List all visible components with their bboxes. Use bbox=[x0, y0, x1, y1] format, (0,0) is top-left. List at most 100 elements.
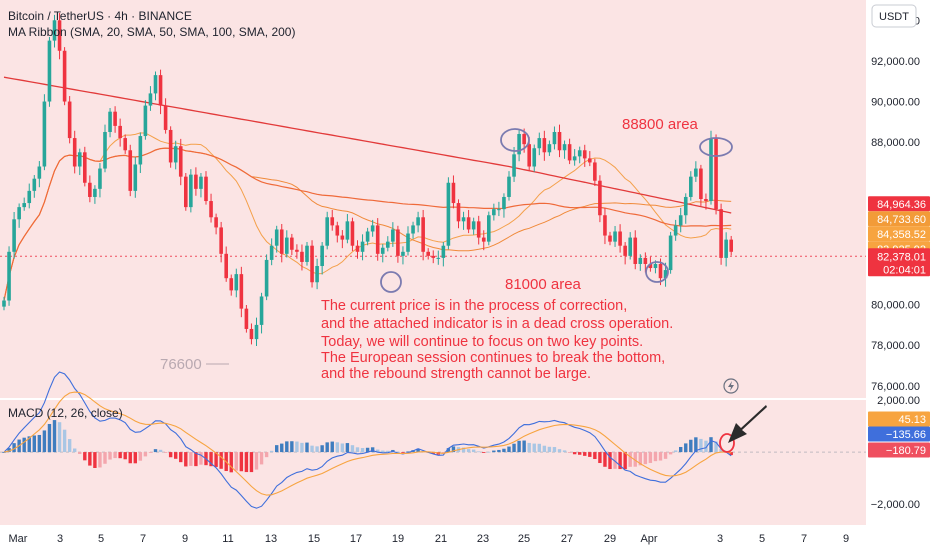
macd-histogram-bar bbox=[103, 452, 107, 464]
macd-histogram-bar bbox=[194, 452, 198, 467]
macd-histogram-bar bbox=[663, 452, 668, 459]
macd-histogram-bar bbox=[623, 452, 627, 470]
candle-body bbox=[466, 217, 471, 230]
candle-body bbox=[184, 176, 188, 208]
macd-histogram-bar bbox=[315, 446, 319, 453]
macd-histogram-bar bbox=[168, 452, 173, 458]
macd-histogram-bar bbox=[93, 452, 97, 468]
price-badges: 84,964.3684,733.6084,358.5283,925.9282,3… bbox=[868, 196, 930, 458]
macd-histogram-bar bbox=[638, 452, 642, 466]
commentary-line-3: Today, we will continue to focus on two … bbox=[321, 334, 643, 350]
candle-body bbox=[72, 138, 77, 167]
candle-body bbox=[643, 257, 648, 264]
candle-body bbox=[431, 255, 436, 258]
candle-body bbox=[103, 131, 107, 169]
candle-body bbox=[138, 136, 143, 165]
macd-histogram-bar bbox=[714, 441, 718, 453]
macd-tick-label: −2,000.00 bbox=[871, 499, 920, 511]
candle-body bbox=[133, 164, 138, 191]
candle-body bbox=[663, 270, 668, 279]
macd-histogram-bar bbox=[613, 452, 617, 469]
candle-body bbox=[527, 144, 531, 167]
macd-histogram-bar bbox=[608, 452, 612, 470]
date-tick-label: 3 bbox=[717, 533, 723, 545]
candle-body bbox=[638, 257, 643, 264]
candle-body bbox=[360, 241, 365, 252]
candle-body bbox=[365, 231, 370, 242]
macd-badge: 45.13 bbox=[868, 411, 930, 427]
currency-button[interactable] bbox=[871, 4, 917, 28]
candle-body bbox=[673, 225, 678, 236]
price-badge-bg bbox=[868, 211, 930, 227]
candle-body bbox=[158, 75, 163, 106]
candle-body bbox=[552, 131, 557, 145]
candle-body bbox=[199, 176, 203, 189]
macd-pane bbox=[2, 371, 733, 509]
candle-body bbox=[350, 221, 355, 246]
macd-histogram-bar bbox=[466, 449, 471, 453]
macd-histogram-bar bbox=[199, 452, 203, 465]
macd-histogram-bar bbox=[416, 448, 420, 453]
annotation-88800-area: 88800 area bbox=[622, 116, 699, 133]
candle-body bbox=[214, 217, 218, 228]
macd-histogram-bar bbox=[2, 452, 6, 453]
candle-body bbox=[562, 144, 567, 151]
candle-body bbox=[143, 105, 148, 137]
marker-low-right bbox=[645, 261, 669, 283]
sma-200-line bbox=[3, 76, 732, 214]
date-axis-labels: Mar 3 5 7 9 11 13 15 17 19 21 23 25 27 29 Apr 3 5 7 9 bbox=[9, 533, 850, 545]
macd-histogram-bar bbox=[557, 449, 562, 453]
candle-body bbox=[618, 231, 622, 246]
annotation-76600-low: 76600 bbox=[160, 356, 202, 373]
candle-body bbox=[577, 150, 582, 157]
candle-body bbox=[57, 20, 62, 51]
price-badge-text: 84,733.60 bbox=[877, 214, 926, 226]
macd-histogram-bar bbox=[345, 443, 350, 453]
macd-histogram-bar bbox=[699, 438, 703, 453]
marker-high-right bbox=[699, 137, 733, 157]
time-axis-background[interactable] bbox=[0, 525, 866, 550]
date-tick-label: 5 bbox=[98, 533, 104, 545]
date-tick-label: 25 bbox=[518, 533, 530, 545]
macd-histogram-bar bbox=[143, 452, 148, 457]
date-tick-label: Apr bbox=[640, 533, 657, 545]
macd-legend[interactable]: MACD (12, 26, close) bbox=[8, 406, 123, 420]
macd-histogram-bar bbox=[214, 452, 218, 467]
price-tick-label: 80,000.00 bbox=[871, 300, 920, 312]
candle-body bbox=[492, 209, 496, 216]
macd-histogram-bar bbox=[88, 452, 92, 466]
commentary-line-1: The current price is in the process of c… bbox=[321, 298, 627, 314]
price-badge-bg bbox=[868, 226, 930, 242]
price-tick-label: 92,000.00 bbox=[871, 56, 920, 68]
candle-body bbox=[325, 217, 329, 246]
macd-histogram-bar bbox=[562, 450, 567, 453]
candle-body bbox=[340, 235, 345, 240]
candle-body bbox=[532, 148, 537, 167]
annotation-81000-area: 81000 area bbox=[505, 276, 582, 293]
macd-histogram-bar bbox=[618, 452, 622, 470]
candle-body bbox=[446, 182, 451, 246]
candle-body bbox=[269, 245, 274, 260]
candle-body bbox=[628, 237, 632, 256]
macd-histogram-bar bbox=[593, 452, 597, 460]
candle-body bbox=[441, 245, 446, 258]
macd-histogram-bar bbox=[653, 452, 658, 462]
candle-body bbox=[224, 253, 228, 279]
candle-body bbox=[355, 245, 360, 252]
candle-body bbox=[279, 229, 284, 254]
candle-body bbox=[17, 207, 21, 220]
macd-histogram-bar bbox=[578, 452, 582, 455]
candle-body bbox=[436, 257, 441, 259]
pane-divider[interactable] bbox=[0, 398, 866, 400]
ma-ribbon-legend[interactable]: MA Ribbon (SMA, 20, SMA, 50, SMA, 100, S… bbox=[8, 25, 295, 39]
candle-body bbox=[259, 296, 264, 325]
pointer-arrow-icon bbox=[728, 405, 767, 443]
macd-histogram-bar bbox=[153, 449, 158, 453]
candle-body bbox=[330, 217, 335, 226]
candle-body bbox=[502, 196, 506, 210]
macd-histogram-bar bbox=[471, 449, 476, 453]
macd-histogram-bar bbox=[325, 442, 329, 453]
macd-histogram-bar bbox=[184, 452, 188, 467]
